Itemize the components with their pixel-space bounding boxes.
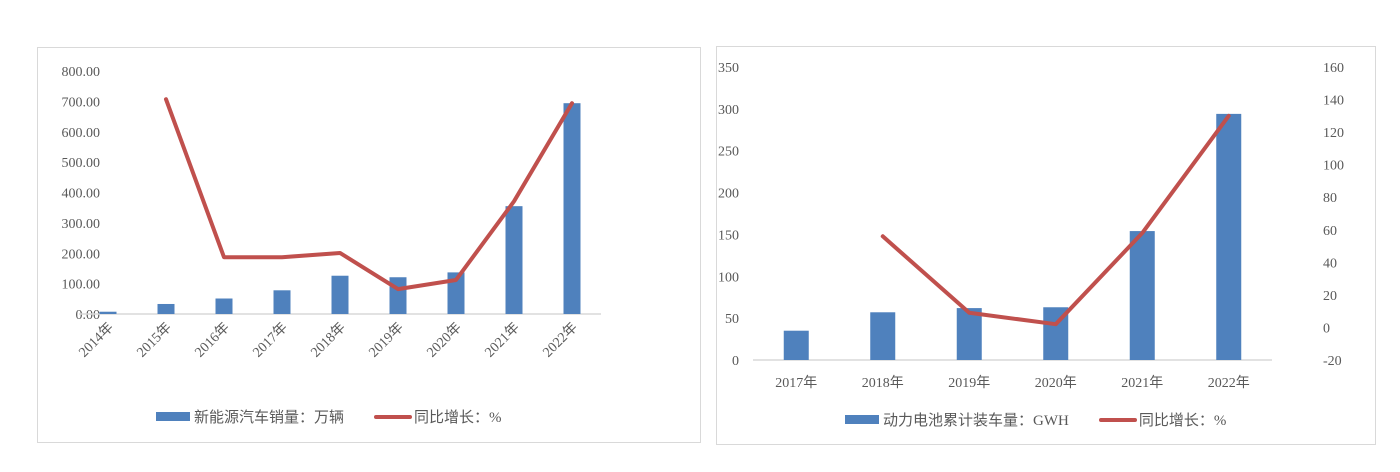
y-axis-right-tick: 40 [1323, 256, 1337, 271]
y-axis-right-tick: -20 [1323, 354, 1342, 369]
y-axis-left-tick: 100.00 [62, 278, 101, 293]
x-axis-label: 2018年 [308, 320, 349, 361]
x-axis-label: 2022年 [1208, 375, 1250, 391]
y-axis-left-tick: 300.00 [62, 217, 101, 232]
y-axis-left-tick: 200.00 [62, 247, 101, 262]
bar [215, 298, 233, 314]
y-axis-right-tick: 20 [1323, 289, 1337, 304]
y-axis-left-tick: 800.00 [62, 65, 101, 80]
bar [1216, 113, 1242, 360]
growth-line [880, 113, 1231, 327]
y-axis-left-tick: 200 [718, 187, 739, 202]
y-axis-left-tick: 50 [725, 312, 739, 327]
x-axis-label: 2018年 [862, 375, 904, 391]
legend-battery: 动力电池累计装车量：GWH 同比增长：% [845, 409, 1256, 430]
x-axis-label: 2022年 [540, 320, 581, 361]
y-axis-left-tick: 600.00 [62, 126, 101, 141]
x-axis-label: 2019年 [948, 375, 990, 391]
y-axis-left-tick: 0.00 [76, 308, 101, 323]
chart-panel-battery: 0 50 100 150 200 250 300 350 -20 0 20 40 60 80 100 120 1… [716, 46, 1376, 445]
y-axis-left-tick: 250 [718, 145, 739, 160]
bar [273, 290, 291, 314]
bar [389, 277, 407, 314]
bar [783, 330, 809, 360]
line-swatch-icon [374, 414, 413, 419]
y-axis-left-tick: 350 [718, 61, 739, 76]
y-axis-right-tick: 120 [1323, 126, 1344, 141]
x-axis-label: 2015年 [134, 320, 175, 361]
y-axis-left-tick: 300 [718, 103, 739, 118]
legend-label-growth: 同比增长：% [414, 410, 502, 426]
y-axis-right-tick: 60 [1323, 224, 1337, 239]
x-axis-label: 2014年 [76, 320, 117, 361]
y-axis-left-tick: 100 [718, 270, 739, 285]
y-axis-left-tick: 150 [718, 228, 739, 243]
y-axis-left-tick: 0 [732, 354, 739, 369]
y-axis-right-tick: 80 [1323, 191, 1337, 206]
x-axis-label: 2021年 [482, 320, 523, 361]
bar [99, 311, 117, 314]
x-axis-label: 2020年 [1035, 375, 1077, 391]
legend-label-battery: 动力电池累计装车量：GWH [883, 413, 1069, 429]
bar [447, 272, 465, 314]
chart-panel-ev-sales: 0.00 100.00 200.00 300.00 400.00 500.00 600.00… [37, 47, 701, 443]
bar [563, 103, 581, 314]
x-axis-label: 2021年 [1121, 375, 1163, 391]
x-axis-label: 2020年 [424, 320, 465, 361]
y-axis-right-tick: 0 [1323, 321, 1330, 336]
bar [505, 206, 523, 314]
legend-label-sales: 新能源汽车销量：万辆 [194, 410, 345, 426]
chart-ev-sales: 0.00 100.00 200.00 300.00 400.00 500.00 600.00… [62, 65, 601, 361]
bar-swatch-icon [845, 415, 879, 424]
bar [331, 275, 349, 314]
legend-ev-sales: 新能源汽车销量：万辆 同比增长：% [156, 406, 532, 427]
y-axis-left-tick: 700.00 [62, 95, 101, 110]
bar [870, 312, 896, 360]
y-axis-left-tick: 400.00 [62, 187, 101, 202]
x-axis-label: 2016年 [192, 320, 233, 361]
y-axis-right-tick: 140 [1323, 94, 1344, 109]
legend-label-growth: 同比增长：% [1138, 413, 1227, 429]
legend-item-growth: 同比增长：% [374, 406, 502, 427]
x-axis-label: 2017年 [775, 375, 817, 391]
chart-battery-installed: 0 50 100 150 200 250 300 350 -20 0 20 40 60 80 100 120 1… [718, 61, 1344, 391]
growth-line [164, 97, 574, 292]
bar [157, 303, 175, 314]
y-axis-right-tick: 100 [1323, 159, 1344, 174]
x-axis-label: 2017年 [250, 320, 291, 361]
bar-swatch-icon [156, 412, 190, 421]
bar [956, 308, 982, 360]
bar [1129, 231, 1155, 360]
y-axis-right-tick: 160 [1323, 61, 1344, 76]
legend-item-sales: 新能源汽车销量：万辆 [156, 406, 344, 427]
x-axis-label: 2019年 [366, 320, 407, 361]
legend-item-growth: 同比增长：% [1098, 409, 1227, 430]
legend-item-battery: 动力电池累计装车量：GWH [845, 409, 1069, 430]
line-swatch-icon [1098, 417, 1137, 422]
y-axis-left-tick: 500.00 [62, 156, 101, 171]
